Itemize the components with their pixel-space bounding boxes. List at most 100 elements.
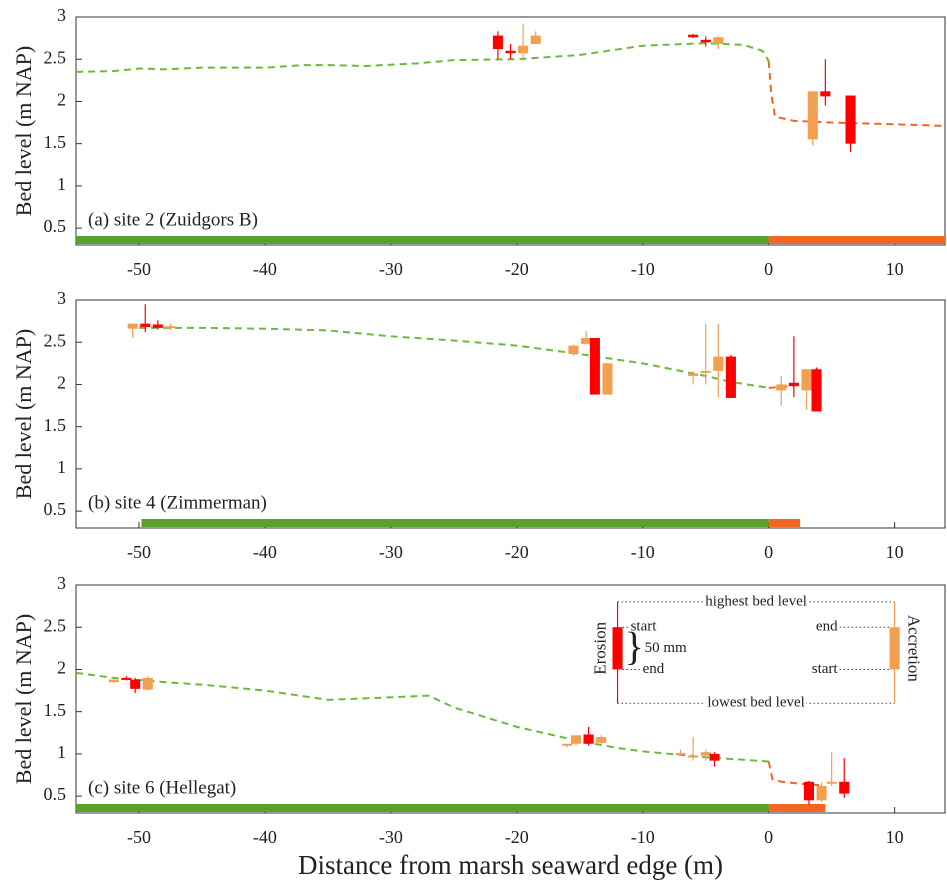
y-tick-label: 2 xyxy=(57,90,66,110)
candle-body xyxy=(816,785,827,801)
key-erosion-label: Erosion xyxy=(590,621,609,674)
y-axis-label: Bed level (m NAP) xyxy=(11,46,36,216)
panel-label: (a) site 2 (Zuidgors B) xyxy=(88,209,258,230)
candle-body xyxy=(700,752,711,756)
candle-body xyxy=(589,338,600,395)
candle-body xyxy=(803,781,815,801)
candle-body xyxy=(108,679,119,683)
y-tick-label: 3 xyxy=(57,5,66,25)
x-tick-label: -40 xyxy=(253,259,277,279)
candle-body xyxy=(530,35,541,45)
candle-body xyxy=(142,677,153,690)
key-accretion-label: Accretion xyxy=(905,615,924,683)
panel-label: (c) site 6 (Hellegat) xyxy=(88,777,236,798)
y-tick-label: 0.5 xyxy=(44,216,67,236)
x-tick-label: -30 xyxy=(379,827,403,847)
key-label: start xyxy=(631,619,658,635)
key-label: lowest bed level xyxy=(707,695,804,711)
candle-body xyxy=(492,35,503,50)
panel-label: (b) site 4 (Zimmerman) xyxy=(88,492,267,513)
zone-bar xyxy=(76,804,769,812)
key-label: end xyxy=(643,661,665,677)
y-tick-label: 0.5 xyxy=(44,784,67,804)
candle-body xyxy=(845,95,856,144)
key-label: end xyxy=(816,619,838,635)
zone-bar xyxy=(768,804,826,812)
y-tick-label: 2.5 xyxy=(44,47,67,67)
profile-line xyxy=(767,60,946,127)
x-tick-label: -50 xyxy=(127,827,151,847)
candle-body xyxy=(130,679,141,689)
y-tick-label: 0.5 xyxy=(44,499,67,519)
candle-body xyxy=(152,324,163,328)
x-tick-label: -50 xyxy=(127,259,151,279)
y-tick-label: 2 xyxy=(57,658,66,678)
zone-bar xyxy=(768,236,945,244)
candle-body xyxy=(688,755,699,758)
panel: 0.5 1 1.5 2 2.5 3 -50 -40 -30 -20 -10 0 10 Bed level … xyxy=(11,288,946,562)
candle-body xyxy=(568,345,579,355)
panel: 0.5 1 1.5 2 2.5 3 -50 -40 -30 -20 -10 0 10 Bed level … xyxy=(11,573,946,880)
x-tick-label: -40 xyxy=(253,542,277,562)
x-tick-label: -40 xyxy=(253,827,277,847)
zone-bar xyxy=(768,519,801,527)
y-tick-label: 3 xyxy=(57,573,66,593)
candle-body xyxy=(820,91,831,97)
x-tick-label: -10 xyxy=(631,827,655,847)
candle-body xyxy=(602,363,613,395)
candle-body xyxy=(709,753,720,761)
y-tick-label: 2 xyxy=(57,373,66,393)
y-axis-label: Bed level (m NAP) xyxy=(11,614,36,784)
x-tick-label: -20 xyxy=(505,827,529,847)
candle-body xyxy=(801,369,812,391)
candle-body xyxy=(583,734,594,744)
key-body xyxy=(612,627,623,670)
x-tick-label: 0 xyxy=(764,542,773,562)
panel: 0.5 1 1.5 2 2.5 3 -50 -40 -30 -20 -10 0 10 Bed level … xyxy=(11,5,946,279)
key-brace: } xyxy=(625,624,644,669)
zone-bar xyxy=(76,236,769,244)
plot-area xyxy=(75,299,946,529)
x-tick-label: -10 xyxy=(631,259,655,279)
x-tick-label: 10 xyxy=(886,542,904,562)
candle-body xyxy=(839,781,850,794)
candle-body xyxy=(518,45,529,54)
candle-body xyxy=(688,373,699,376)
candle-body xyxy=(675,753,686,756)
profile-line xyxy=(138,326,769,389)
profile-line xyxy=(75,671,769,763)
y-axis-label: Bed level (m NAP) xyxy=(11,329,36,499)
plot-area xyxy=(75,16,946,246)
x-tick-label: -10 xyxy=(631,542,655,562)
candle-body xyxy=(700,39,711,43)
candle-body xyxy=(713,37,724,45)
candle-body xyxy=(788,382,799,387)
x-tick-label: -30 xyxy=(379,259,403,279)
x-tick-label: 10 xyxy=(886,259,904,279)
y-tick-label: 1.5 xyxy=(44,132,67,152)
candle-body xyxy=(713,356,724,371)
candle-body xyxy=(570,735,582,744)
x-tick-label: -20 xyxy=(505,259,529,279)
x-tick-label: -30 xyxy=(379,542,403,562)
y-tick-label: 1.5 xyxy=(44,415,67,435)
candle-body xyxy=(826,781,837,784)
plot-area xyxy=(75,584,946,814)
key-label: 50 mm xyxy=(645,640,687,656)
candle-body xyxy=(811,369,822,412)
key-body xyxy=(889,627,900,670)
candle-body xyxy=(725,356,736,398)
candle-body xyxy=(121,677,132,680)
y-tick-label: 3 xyxy=(57,288,66,308)
zone-bar xyxy=(141,519,769,527)
y-tick-label: 2.5 xyxy=(44,615,67,635)
y-tick-label: 1 xyxy=(57,742,66,762)
candle-body xyxy=(581,338,592,344)
x-tick-label: 0 xyxy=(764,827,773,847)
candle-body xyxy=(688,34,699,38)
x-tick-label: -20 xyxy=(505,542,529,562)
y-tick-label: 2.5 xyxy=(44,330,67,350)
candle-body xyxy=(596,737,607,743)
y-tick-label: 1.5 xyxy=(44,700,67,720)
